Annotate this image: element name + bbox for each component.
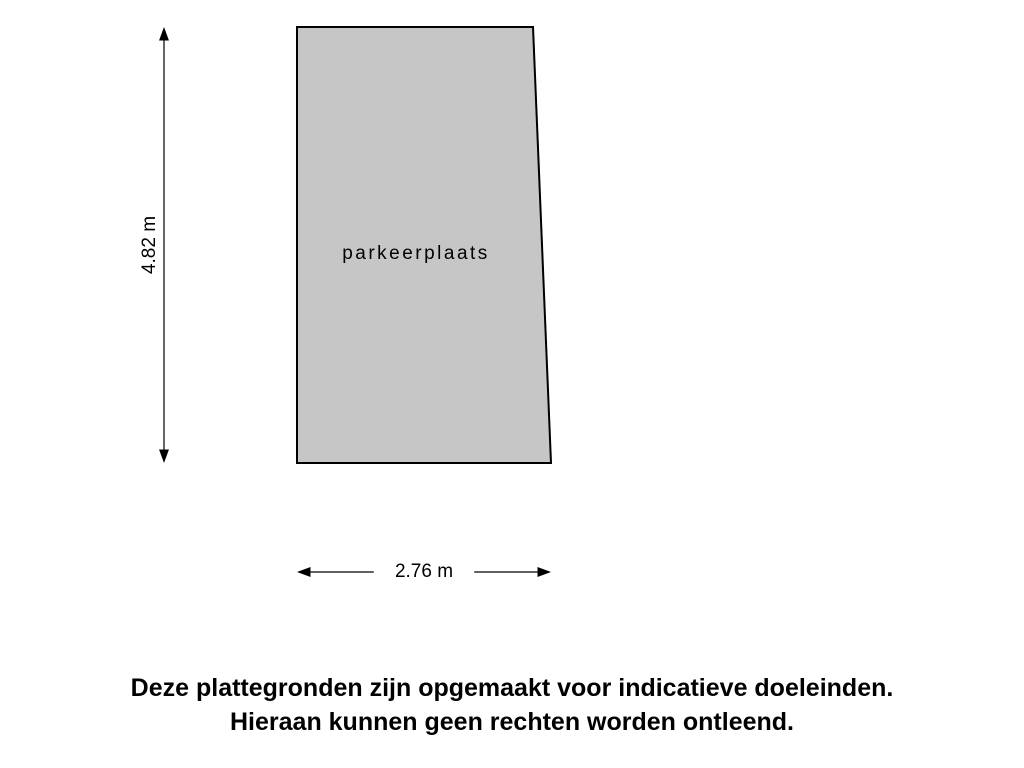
disclaimer-footer: Deze plattegronden zijn opgemaakt voor i…	[0, 672, 1024, 740]
dimension-vertical-arrow-top	[159, 27, 169, 41]
dimension-horizontal-label: 2.76 m	[395, 561, 453, 582]
disclaimer-line2: Hieraan kunnen geen rechten worden ontle…	[230, 708, 794, 736]
room-label: parkeerplaats	[342, 243, 490, 264]
disclaimer-line1: Deze plattegronden zijn opgemaakt voor i…	[131, 674, 894, 702]
diagram-stage: parkeerplaats 4.82 m 2.76 m Deze platteg…	[0, 0, 1024, 768]
dimension-horizontal-arrow-left	[297, 567, 311, 577]
dimension-horizontal-arrow-right	[538, 567, 552, 577]
dimension-vertical-arrow-bottom	[159, 450, 169, 464]
dimension-vertical-label: 4.82 m	[139, 216, 160, 274]
floorplan-svg: parkeerplaats 4.82 m 2.76 m	[0, 0, 1024, 768]
